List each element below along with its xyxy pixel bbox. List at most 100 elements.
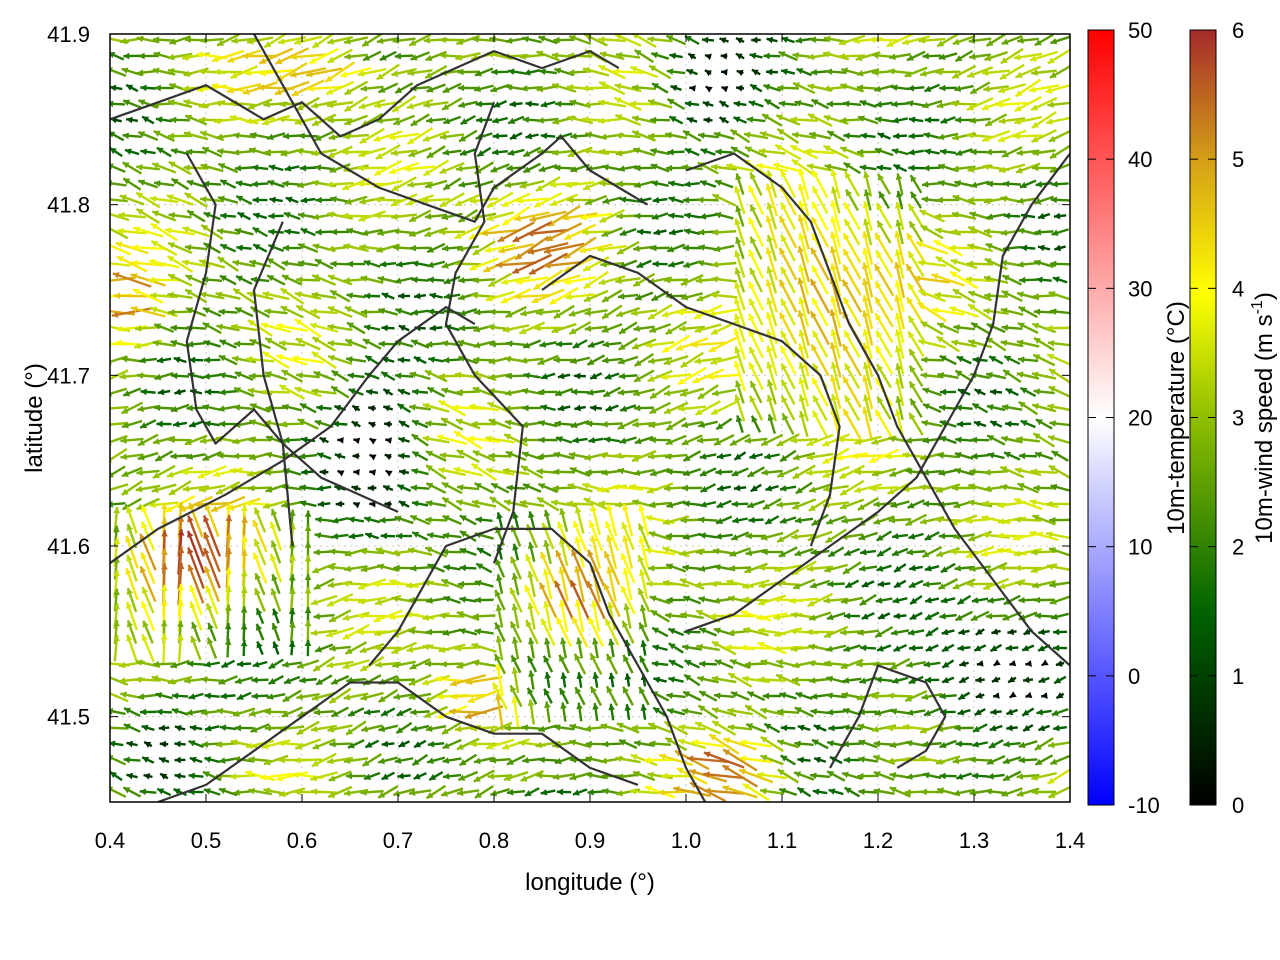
wind-vector-head: [285, 196, 293, 203]
wind-vector-head: [933, 240, 941, 247]
wind-vector-head: [877, 220, 884, 228]
wind-vector-head: [133, 288, 141, 295]
wind-vector-head: [394, 277, 402, 285]
wind-vector-head: [924, 148, 932, 156]
wind-vector-head: [458, 215, 466, 222]
wind-vector-head: [218, 195, 225, 203]
wind-vector-head: [1051, 180, 1058, 188]
wind-vector-head: [282, 274, 290, 282]
wind-vector-head: [183, 164, 190, 172]
wind-vector-head: [570, 166, 578, 173]
wind-vector-head: [492, 117, 500, 124]
wind-vector-head: [394, 52, 402, 60]
wind-vector-head: [966, 260, 974, 268]
wind-vector-head: [252, 227, 260, 234]
wind-vector-head: [704, 70, 712, 77]
wind-vector-head: [110, 163, 114, 170]
wind-vector-head: [325, 75, 333, 82]
wind-vector-head: [280, 288, 288, 295]
wind-vector-head: [552, 82, 559, 90]
wind-vector-head: [171, 148, 178, 155]
wind-vector-head: [166, 194, 174, 201]
wind-vector-head: [756, 162, 764, 170]
wind-vector-head: [983, 197, 991, 205]
wind-vector-head: [390, 149, 398, 157]
wind-vector-head: [472, 248, 480, 255]
wind-vector-head: [472, 36, 479, 43]
wind-vector-head: [894, 231, 901, 238]
wind-vector-head: [152, 162, 160, 169]
wind-vector-head: [922, 52, 929, 60]
wind-vector-head: [534, 201, 542, 208]
wind-vector-head: [455, 54, 463, 61]
wind-vector-head: [407, 102, 414, 110]
wind-vector-head: [750, 84, 758, 91]
wind-vector-head: [168, 242, 176, 249]
wind-vector-head: [719, 117, 727, 124]
wind-vector-head: [229, 114, 237, 122]
wind-vector-head: [136, 164, 143, 171]
wind-vector-head: [619, 196, 627, 204]
wind-vector-head: [968, 226, 976, 233]
wind-vector-head: [874, 147, 882, 155]
wind-vector-head: [1014, 105, 1022, 112]
wind-vector-head: [762, 114, 770, 121]
wind-vector-head: [749, 267, 756, 275]
wind-vector-head: [766, 68, 773, 76]
wind-vector-head: [421, 197, 429, 204]
wind-vector-head: [651, 294, 659, 301]
wind-vector-head: [842, 100, 850, 108]
wind-vector-head: [1000, 229, 1008, 237]
wind-vector-head: [170, 116, 177, 124]
wind-vector-head: [668, 196, 676, 203]
wind-vector-head: [1034, 198, 1042, 205]
wind-vector-head: [311, 179, 319, 187]
wind-vector-head: [602, 197, 610, 205]
wind-vector-head: [734, 267, 742, 275]
wind-vector-head: [759, 130, 767, 138]
wind-vector-head: [823, 145, 831, 152]
wind-vector-head: [765, 183, 773, 191]
wind-vector-head: [937, 133, 945, 141]
wind-vector-head: [183, 70, 191, 77]
wind-vector-head: [456, 38, 464, 46]
wind-vector-head: [212, 56, 219, 63]
wind-vector-head: [914, 275, 921, 282]
wind-vector-head: [853, 37, 861, 45]
wind-vector-head: [327, 151, 335, 158]
wind-vector-head: [171, 178, 179, 185]
wind-vector-head: [886, 40, 894, 47]
wind-vector-head: [797, 246, 804, 253]
wind-vector: [481, 229, 519, 235]
wind-vector-head: [182, 226, 190, 233]
wind-vector-head: [441, 213, 449, 221]
wind-vector-head: [908, 148, 915, 156]
wind-vector-head: [823, 85, 830, 92]
wind-vector-head: [811, 216, 818, 224]
wind-vector-head: [765, 247, 773, 255]
wind-vector-head: [721, 69, 728, 76]
wind-vector-head: [296, 276, 303, 284]
wind-vector-head: [634, 50, 642, 57]
wind-vector-head: [504, 181, 512, 189]
wind-vector-head: [969, 211, 977, 218]
wind-vector-head: [232, 149, 240, 156]
wind-vector-head: [952, 289, 960, 296]
wind-vector-head: [298, 243, 306, 250]
wind-vector: [110, 244, 132, 256]
wind-vector-head: [185, 289, 193, 296]
wind-vector-head: [891, 100, 898, 108]
wind-vector-head: [949, 306, 957, 313]
wind-vector-head: [875, 116, 882, 123]
wind-vector-head: [891, 148, 899, 155]
wind-vector-head: [636, 261, 644, 268]
wind-vector-head: [226, 87, 234, 94]
wind-vector-head: [779, 216, 786, 224]
wind-vector-head: [781, 298, 787, 306]
wind-vector-head: [458, 276, 465, 284]
wind-vector-head: [376, 73, 384, 80]
wind-vector-head: [152, 36, 160, 44]
wind-vector-head: [581, 228, 589, 236]
wind-vector-head: [344, 105, 352, 112]
wind-vector-head: [169, 38, 177, 45]
